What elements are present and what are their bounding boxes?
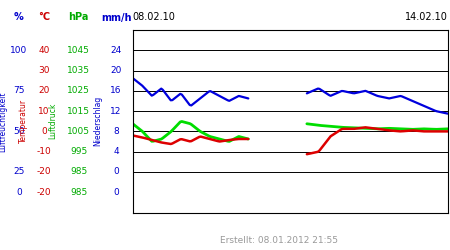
Text: -10: -10 (37, 147, 51, 156)
Text: °C: °C (38, 12, 50, 22)
Text: 4: 4 (113, 147, 119, 156)
Text: 985: 985 (70, 168, 87, 176)
Text: mm/h: mm/h (101, 12, 131, 22)
Text: 25: 25 (13, 168, 25, 176)
Text: 985: 985 (70, 188, 87, 197)
Text: 14.02.10: 14.02.10 (405, 12, 448, 22)
Text: 100: 100 (10, 46, 27, 55)
Text: 1015: 1015 (67, 106, 90, 116)
Text: 75: 75 (13, 86, 25, 95)
Text: Temperatur: Temperatur (19, 99, 28, 143)
Text: Luftdruck: Luftdruck (49, 103, 58, 140)
Text: 1045: 1045 (68, 46, 90, 55)
Text: Luftfeuchtigkeit: Luftfeuchtigkeit (0, 91, 8, 152)
Text: 30: 30 (38, 66, 50, 75)
Text: 20: 20 (38, 86, 50, 95)
Text: 0: 0 (16, 188, 22, 197)
Text: 0: 0 (113, 168, 119, 176)
Text: 16: 16 (110, 86, 122, 95)
Text: %: % (14, 12, 24, 22)
Text: 995: 995 (70, 147, 87, 156)
Text: 1035: 1035 (67, 66, 90, 75)
Text: -20: -20 (37, 188, 51, 197)
Text: 24: 24 (111, 46, 122, 55)
Text: Erstellt: 08.01.2012 21:55: Erstellt: 08.01.2012 21:55 (220, 236, 338, 245)
Text: 8: 8 (113, 127, 119, 136)
Text: Niederschlag: Niederschlag (94, 96, 103, 146)
Text: 12: 12 (110, 106, 122, 116)
Text: 1005: 1005 (67, 127, 90, 136)
Text: 20: 20 (110, 66, 122, 75)
Text: 50: 50 (13, 127, 25, 136)
Text: hPa: hPa (68, 12, 89, 22)
Text: 0: 0 (113, 188, 119, 197)
Text: -20: -20 (37, 168, 51, 176)
Text: 08.02.10: 08.02.10 (133, 12, 176, 22)
Text: 10: 10 (38, 106, 50, 116)
Text: 1025: 1025 (68, 86, 90, 95)
Text: 40: 40 (38, 46, 50, 55)
Text: 0: 0 (41, 127, 47, 136)
